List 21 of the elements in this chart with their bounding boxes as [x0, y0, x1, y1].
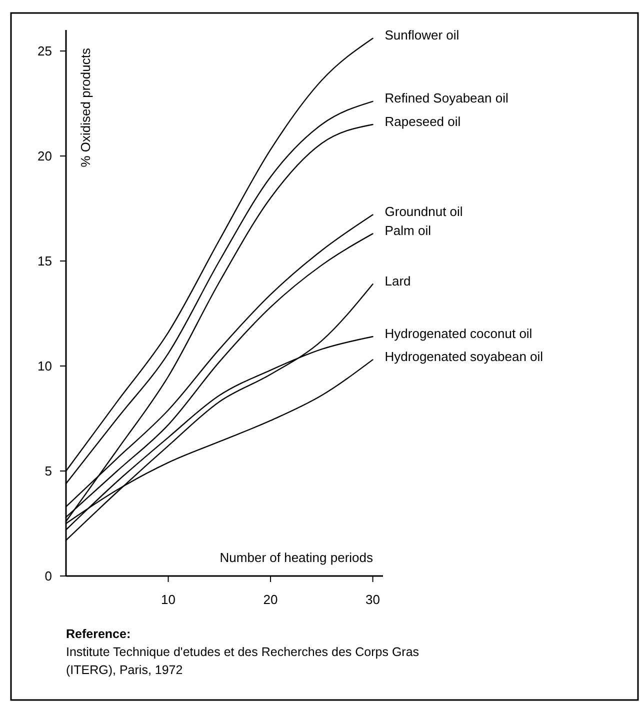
- series-label: Hydrogenated soyabean oil: [384, 349, 544, 364]
- x-tick-label: 20: [263, 592, 278, 607]
- x-tick-label: 30: [366, 592, 380, 607]
- y-tick-label: 20: [38, 148, 52, 164]
- y-tick-label: 5: [44, 464, 52, 479]
- y-tick-label: 10: [38, 358, 52, 374]
- series-label: Palm oil: [384, 223, 432, 238]
- x-tick-label: 10: [161, 592, 176, 607]
- y-tick-label: 0: [44, 568, 52, 584]
- series-label: Hydrogenated coconut oil: [384, 326, 532, 341]
- series-label: Sunflower oil: [384, 28, 460, 43]
- x-axis-title: Number of heating periods: [220, 550, 374, 565]
- y-tick-label: 15: [38, 254, 52, 269]
- series-label: Refined Soyabean oil: [384, 90, 508, 106]
- series-label: Rapeseed oil: [384, 114, 461, 129]
- text: Reference:: [66, 627, 131, 641]
- series-label: Groundnut oil: [384, 204, 463, 220]
- series-label: Lard: [384, 273, 411, 288]
- text: Institute Technique d'etudes et des Recherches des Corps Gras (ITERG), Paris, 1972: [66, 645, 420, 677]
- y-tick-label: 25: [38, 44, 52, 59]
- y-axis-title: % Oxidised products: [78, 48, 93, 168]
